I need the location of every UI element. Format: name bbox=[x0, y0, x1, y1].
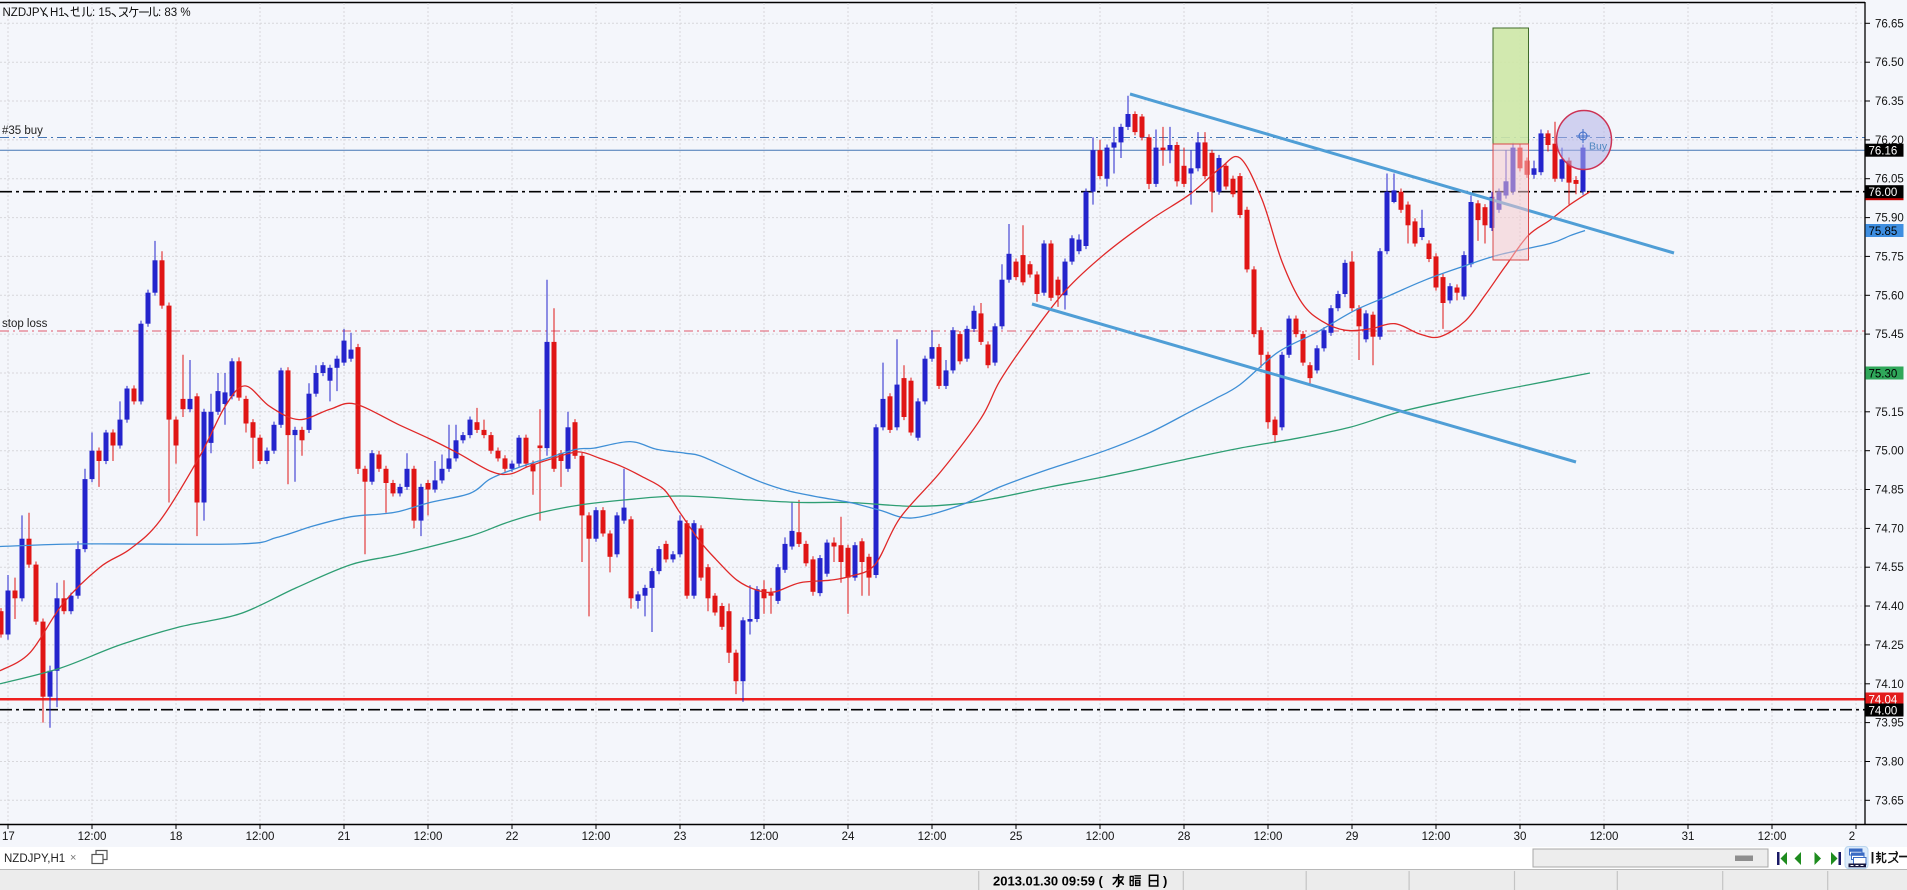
svg-text:75.45: 75.45 bbox=[1875, 329, 1904, 341]
svg-text:NZDJPY: NZDJPY bbox=[3, 7, 48, 19]
svg-text:12:00: 12:00 bbox=[1422, 831, 1451, 843]
svg-text:30: 30 bbox=[1514, 831, 1527, 843]
svg-text:17: 17 bbox=[2, 831, 15, 843]
svg-text:18: 18 bbox=[170, 831, 183, 843]
svg-text:12:00: 12:00 bbox=[1590, 831, 1619, 843]
svg-text:: 15: : 15 bbox=[92, 7, 111, 19]
svg-text:75.90: 75.90 bbox=[1875, 213, 1904, 225]
svg-text:75.30: 75.30 bbox=[1869, 369, 1898, 381]
svg-text:75.15: 75.15 bbox=[1875, 407, 1904, 419]
svg-text:2: 2 bbox=[1849, 831, 1855, 843]
svg-text:74.25: 74.25 bbox=[1875, 640, 1904, 652]
svg-text:28: 28 bbox=[1178, 831, 1191, 843]
svg-text:75.00: 75.00 bbox=[1875, 446, 1904, 458]
svg-text:76.16: 76.16 bbox=[1869, 146, 1898, 158]
svg-text:12:00: 12:00 bbox=[1254, 831, 1283, 843]
svg-text:74.00: 74.00 bbox=[1869, 706, 1898, 718]
svg-text:2013.01.30 09:59 (: 2013.01.30 09:59 ( bbox=[993, 874, 1104, 889]
svg-text:75.75: 75.75 bbox=[1875, 251, 1904, 263]
svg-text:: 83 %: : 83 % bbox=[158, 7, 191, 19]
svg-text:12:00: 12:00 bbox=[78, 831, 107, 843]
svg-text:21: 21 bbox=[338, 831, 351, 843]
svg-text:×: × bbox=[70, 852, 76, 864]
svg-text:12:00: 12:00 bbox=[750, 831, 779, 843]
svg-text:12:00: 12:00 bbox=[1758, 831, 1787, 843]
svg-text:12:00: 12:00 bbox=[918, 831, 947, 843]
svg-text:NZDJPY,H1: NZDJPY,H1 bbox=[4, 853, 65, 865]
svg-text:H1: H1 bbox=[50, 7, 65, 19]
svg-text:74.10: 74.10 bbox=[1875, 679, 1904, 691]
svg-text:24: 24 bbox=[842, 831, 855, 843]
svg-text:12:00: 12:00 bbox=[414, 831, 443, 843]
svg-text:22: 22 bbox=[506, 831, 519, 843]
svg-text:12:00: 12:00 bbox=[582, 831, 611, 843]
svg-text:74.70: 74.70 bbox=[1875, 523, 1904, 535]
svg-text:76.35: 76.35 bbox=[1875, 96, 1904, 108]
svg-text:#35 buy: #35 buy bbox=[2, 125, 43, 137]
svg-text:29: 29 bbox=[1346, 831, 1359, 843]
svg-text:stop loss: stop loss bbox=[2, 318, 48, 330]
svg-text:12:00: 12:00 bbox=[246, 831, 275, 843]
svg-text:75.60: 75.60 bbox=[1875, 290, 1904, 302]
svg-text:23: 23 bbox=[674, 831, 687, 843]
svg-text:25: 25 bbox=[1010, 831, 1023, 843]
svg-text:76.50: 76.50 bbox=[1875, 57, 1904, 69]
svg-text:74.85: 74.85 bbox=[1875, 485, 1904, 497]
svg-text:75.85: 75.85 bbox=[1869, 226, 1898, 238]
svg-text:76.05: 76.05 bbox=[1875, 174, 1904, 186]
svg-text:76.00: 76.00 bbox=[1869, 187, 1898, 199]
svg-text:74.40: 74.40 bbox=[1875, 601, 1904, 613]
svg-text:76.65: 76.65 bbox=[1875, 18, 1904, 30]
svg-text:73.80: 73.80 bbox=[1875, 757, 1904, 769]
svg-text:12:00: 12:00 bbox=[1086, 831, 1115, 843]
svg-text:): ) bbox=[1163, 874, 1167, 889]
svg-text:31: 31 bbox=[1682, 831, 1695, 843]
svg-text:73.65: 73.65 bbox=[1875, 795, 1904, 807]
svg-text:Buy: Buy bbox=[1589, 141, 1608, 153]
svg-text:74.55: 74.55 bbox=[1875, 562, 1904, 574]
svg-text:73.95: 73.95 bbox=[1875, 718, 1904, 730]
